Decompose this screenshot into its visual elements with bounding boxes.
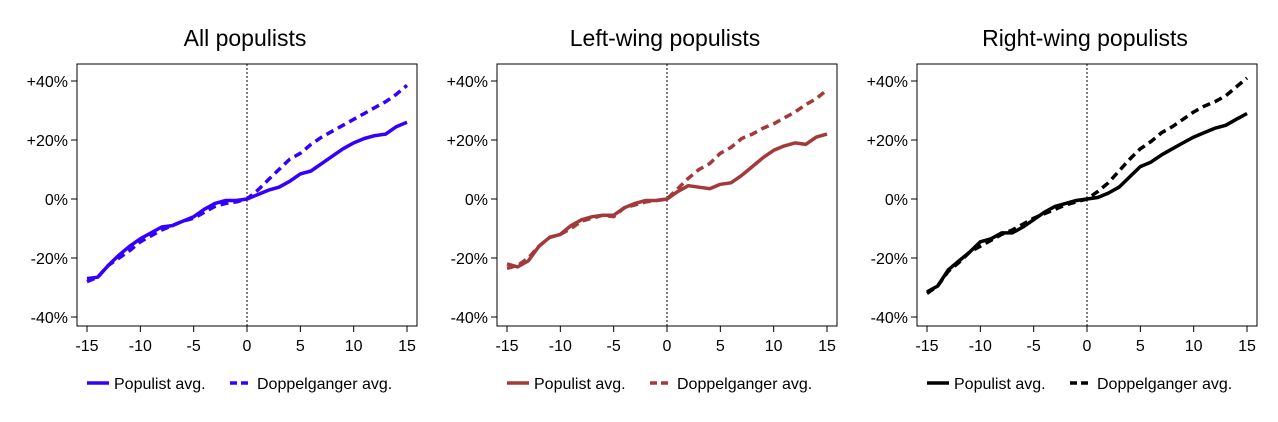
y-tick-label: +40% xyxy=(27,74,68,91)
legend-label-populist: Populist avg. xyxy=(954,376,1046,393)
plot-frame xyxy=(496,63,838,327)
legend-label-populist: Populist avg. xyxy=(114,376,206,393)
y-tick-label: 0% xyxy=(885,192,908,209)
y-tick-label: -40% xyxy=(871,310,908,327)
chart-title: All populists xyxy=(184,25,307,51)
x-tick-label: 15 xyxy=(398,338,416,355)
x-tick-label: -10 xyxy=(549,338,572,355)
x-tick-label: 5 xyxy=(716,338,725,355)
y-tick-label: -40% xyxy=(451,310,488,327)
series-line-populist xyxy=(506,132,828,269)
legend-label-doppelganger: Doppelganger avg. xyxy=(257,376,392,393)
chart-panel-3: Right-wing populists +40% +20% 0% -20% -40% -1… xyxy=(867,25,1258,393)
chart-title: Left-wing populists xyxy=(570,25,761,51)
x-tick-label: 5 xyxy=(296,338,305,355)
plot-frame xyxy=(916,63,1258,327)
x-tick-label: 15 xyxy=(818,338,836,355)
x-tick-label: -15 xyxy=(495,338,518,355)
x-tick-label: -5 xyxy=(607,338,621,355)
plot-frame xyxy=(76,63,418,327)
legend-label-populist: Populist avg. xyxy=(534,376,626,393)
y-tick-label: -20% xyxy=(31,251,68,268)
y-tick-label: +20% xyxy=(27,133,68,150)
chart-panel-1: All populists +40% +20% 0% -20% -40% -15 -10 -5 0… xyxy=(27,25,418,393)
y-tick-label: -40% xyxy=(31,310,68,327)
x-tick-label: -5 xyxy=(187,338,201,355)
x-tick-label: 0 xyxy=(663,338,672,355)
x-tick-label: -10 xyxy=(129,338,152,355)
series-line-doppelganger xyxy=(506,88,829,270)
x-tick-label: 15 xyxy=(1238,338,1256,355)
y-tick-label: +40% xyxy=(867,74,908,91)
x-tick-label: -10 xyxy=(969,338,992,355)
x-tick-label: 0 xyxy=(1083,338,1092,355)
series-line-populist xyxy=(86,120,408,281)
y-tick-label: -20% xyxy=(871,251,908,268)
y-tick-label: 0% xyxy=(465,192,488,209)
legend-label-doppelganger: Doppelganger avg. xyxy=(1097,376,1232,393)
x-tick-label: -15 xyxy=(915,338,938,355)
x-tick-label: -5 xyxy=(1027,338,1041,355)
chart-panel-2: Left-wing populists +40% +20% 0% -20% -40% -15… xyxy=(447,25,838,393)
x-tick-label: 5 xyxy=(1136,338,1145,355)
y-tick-label: +40% xyxy=(447,74,488,91)
x-tick-label: 10 xyxy=(1185,338,1203,355)
legend-label-doppelganger: Doppelganger avg. xyxy=(677,376,812,393)
x-tick-label: 10 xyxy=(345,338,363,355)
x-tick-label: 0 xyxy=(243,338,252,355)
y-tick-label: +20% xyxy=(867,133,908,150)
y-tick-label: +20% xyxy=(447,133,488,150)
chart-title: Right-wing populists xyxy=(982,25,1188,51)
y-tick-label: 0% xyxy=(45,192,68,209)
x-tick-label: 10 xyxy=(765,338,783,355)
series-line-populist xyxy=(926,111,1248,294)
y-tick-label: -20% xyxy=(451,251,488,268)
x-tick-label: -15 xyxy=(75,338,98,355)
